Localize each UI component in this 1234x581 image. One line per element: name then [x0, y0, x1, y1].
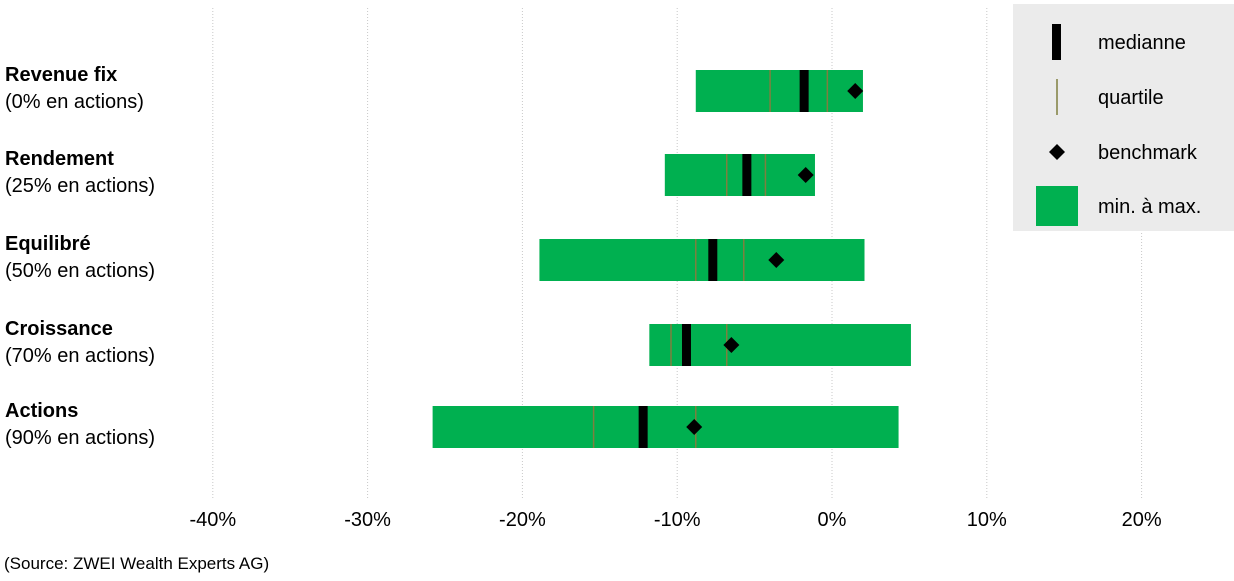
legend-median-swatch — [1052, 24, 1061, 60]
legend-label: medianne — [1098, 32, 1186, 54]
median-mark — [638, 406, 648, 448]
category-labels: Revenue fix (0% en actions) Rendement (25% … — [5, 64, 155, 449]
legend: medianne quartile benchmark min. à max. — [1013, 4, 1234, 231]
legend-label: benchmark — [1098, 142, 1198, 164]
x-axis-ticks: -40% -30% -20% -10% 0% 10% 20% — [189, 509, 1161, 531]
category-subtitle: (90% en actions) — [5, 427, 155, 449]
range-bar — [664, 154, 815, 196]
range-bar — [539, 239, 865, 281]
range-bars — [432, 70, 911, 448]
category-name: Croissance — [5, 318, 113, 340]
category-name: Revenue fix — [5, 64, 117, 86]
range-bar — [649, 324, 911, 366]
tick-label: -10% — [654, 509, 701, 531]
tick-label: -40% — [189, 509, 236, 531]
range-bar — [695, 70, 863, 112]
benchmark-mark — [723, 337, 740, 353]
median-mark — [681, 324, 691, 366]
benchmark-mark — [686, 419, 703, 435]
tick-label: -20% — [499, 509, 546, 531]
legend-label: quartile — [1098, 87, 1164, 109]
legend-label: min. à max. — [1098, 196, 1201, 218]
category-name: Rendement — [5, 148, 114, 170]
median-mark — [742, 154, 752, 196]
benchmark-mark — [847, 83, 864, 99]
benchmark-mark — [797, 167, 814, 183]
category-subtitle: (70% en actions) — [5, 345, 155, 367]
tick-label: -30% — [344, 509, 391, 531]
category-subtitle: (50% en actions) — [5, 260, 155, 282]
range-bar — [432, 406, 899, 448]
category-subtitle: (0% en actions) — [5, 91, 144, 113]
median-mark — [799, 70, 809, 112]
tick-label: 0% — [818, 509, 847, 531]
median-mark — [708, 239, 718, 281]
category-name: Equilibré — [5, 233, 91, 255]
tick-label: 20% — [1122, 509, 1162, 531]
legend-range-swatch — [1036, 186, 1078, 226]
tick-label: 10% — [967, 509, 1007, 531]
category-name: Actions — [5, 400, 78, 422]
source-note: (Source: ZWEI Wealth Experts AG) — [4, 554, 270, 573]
category-subtitle: (25% en actions) — [5, 175, 155, 197]
benchmark-mark — [768, 252, 785, 268]
legend-benchmark-swatch — [1049, 144, 1065, 160]
